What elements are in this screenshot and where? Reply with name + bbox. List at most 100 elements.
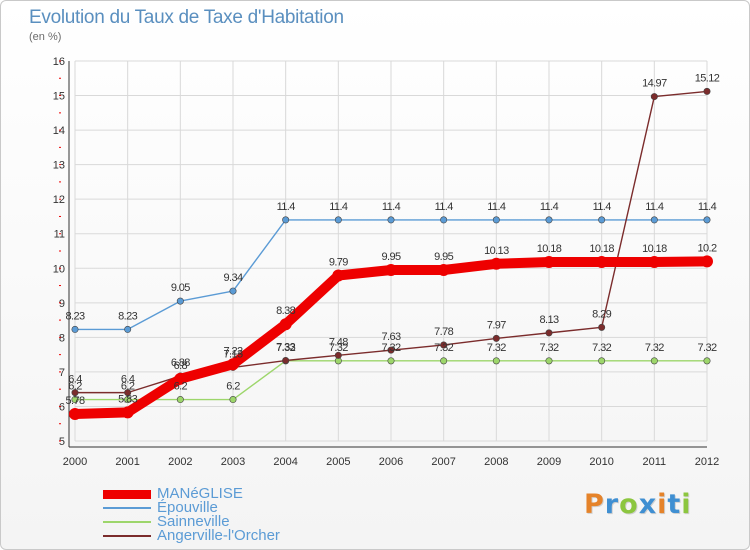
logo-letter: P bbox=[584, 489, 605, 520]
data-point bbox=[229, 396, 237, 404]
data-point bbox=[387, 346, 395, 354]
data-label: 7.32 bbox=[487, 342, 506, 354]
x-tick-label: 2010 bbox=[589, 456, 613, 468]
x-tick-label: 2004 bbox=[273, 456, 297, 468]
data-point bbox=[387, 357, 395, 365]
data-point bbox=[332, 269, 345, 282]
logo-letter: x bbox=[638, 489, 658, 520]
y-tick-label: 5 bbox=[59, 436, 65, 448]
data-point bbox=[492, 334, 500, 342]
logo-letter: o bbox=[619, 489, 639, 520]
data-point bbox=[176, 297, 184, 305]
x-tick-label: 2011 bbox=[643, 456, 667, 468]
legend-swatch bbox=[103, 535, 151, 537]
data-label: 14.97 bbox=[642, 78, 667, 90]
legend-swatch bbox=[103, 521, 151, 523]
data-point bbox=[703, 357, 711, 365]
data-point bbox=[701, 255, 713, 268]
chart-title: Evolution du Taux de Taxe d'Habitation bbox=[29, 7, 344, 28]
data-label: 7.32 bbox=[645, 342, 664, 354]
data-point bbox=[71, 325, 79, 333]
data-label: 11.4 bbox=[540, 201, 559, 213]
data-label: 5.78 bbox=[65, 395, 84, 407]
data-point bbox=[703, 216, 711, 224]
data-point bbox=[385, 264, 397, 276]
legend-label: Sainneville bbox=[157, 513, 230, 530]
data-point bbox=[440, 341, 448, 349]
x-tick-label: 2000 bbox=[63, 456, 87, 468]
data-label: 7.32 bbox=[276, 342, 295, 354]
chart-subtitle: (en %) bbox=[29, 31, 62, 43]
data-label: 11.4 bbox=[435, 201, 454, 213]
data-point bbox=[492, 216, 500, 224]
data-label: 6.2 bbox=[226, 381, 240, 393]
data-point bbox=[176, 396, 184, 404]
data-label: 10.18 bbox=[589, 243, 614, 255]
data-point bbox=[282, 357, 290, 365]
data-label: 5.83 bbox=[118, 393, 137, 405]
data-label: 8.29 bbox=[592, 308, 611, 320]
data-point bbox=[648, 256, 661, 269]
chart-legend: MANéGLISE Épouville Sainneville Angerville-… bbox=[103, 486, 280, 544]
data-label: 8.23 bbox=[118, 310, 137, 322]
data-point bbox=[440, 216, 448, 224]
x-tick-label: 2001 bbox=[115, 456, 139, 468]
data-label: 8.13 bbox=[539, 314, 558, 326]
data-point bbox=[490, 257, 503, 270]
data-label: 7.33 bbox=[276, 342, 295, 354]
data-point bbox=[492, 357, 500, 365]
data-label: 6.2 bbox=[68, 381, 82, 393]
x-tick-label: 2012 bbox=[695, 456, 719, 468]
data-point bbox=[598, 357, 606, 365]
data-label: 7.13 bbox=[223, 348, 242, 360]
data-point bbox=[595, 256, 608, 269]
legend-label: Épouville bbox=[157, 499, 218, 516]
legend-item: MANéGLISE bbox=[103, 486, 280, 501]
y-tick-label: 6 bbox=[59, 401, 65, 413]
x-tick-label: 2005 bbox=[326, 456, 350, 468]
data-label: 7.63 bbox=[381, 331, 400, 343]
data-label: 11.4 bbox=[277, 201, 296, 213]
x-tick-label: 2009 bbox=[537, 456, 561, 468]
data-point bbox=[387, 216, 395, 224]
y-tick-label: 9 bbox=[59, 298, 65, 310]
legend-item: Sainneville bbox=[103, 513, 280, 530]
data-point bbox=[334, 351, 342, 359]
data-point bbox=[598, 216, 606, 224]
data-point bbox=[545, 329, 553, 337]
data-point bbox=[124, 325, 132, 333]
data-label: 9.79 bbox=[329, 257, 348, 269]
data-label: 7.32 bbox=[592, 342, 611, 354]
logo-letter: t bbox=[667, 489, 682, 520]
data-label: 11.4 bbox=[645, 201, 664, 213]
proxiti-logo: Proxiti bbox=[584, 489, 692, 520]
data-label: 6.8 bbox=[174, 360, 188, 372]
data-label: 10.13 bbox=[484, 245, 509, 257]
data-point bbox=[545, 357, 553, 365]
data-point bbox=[69, 408, 81, 421]
data-label: 11.4 bbox=[698, 201, 717, 213]
data-point bbox=[282, 216, 290, 224]
y-tick-label: 8 bbox=[59, 332, 65, 344]
legend-label: Angerville-l'Orcher bbox=[157, 527, 280, 544]
logo-letter: r bbox=[604, 489, 620, 520]
data-label: 11.4 bbox=[329, 201, 348, 213]
data-label: 8.38 bbox=[276, 305, 295, 317]
data-point bbox=[71, 396, 79, 404]
y-tick-label: 12 bbox=[53, 194, 65, 206]
y-tick-label: 7 bbox=[59, 367, 65, 379]
data-label: 10.18 bbox=[642, 243, 667, 255]
legend-swatch bbox=[103, 489, 151, 499]
data-point bbox=[650, 216, 658, 224]
x-tick-label: 2007 bbox=[431, 456, 455, 468]
data-label: 7.78 bbox=[434, 326, 453, 338]
legend-swatch bbox=[103, 507, 151, 509]
data-label: 7.32 bbox=[539, 342, 558, 354]
data-point bbox=[703, 87, 711, 95]
data-point bbox=[229, 287, 237, 295]
data-point bbox=[71, 389, 79, 397]
data-point bbox=[598, 323, 606, 331]
y-tick-label: 16 bbox=[53, 56, 65, 68]
